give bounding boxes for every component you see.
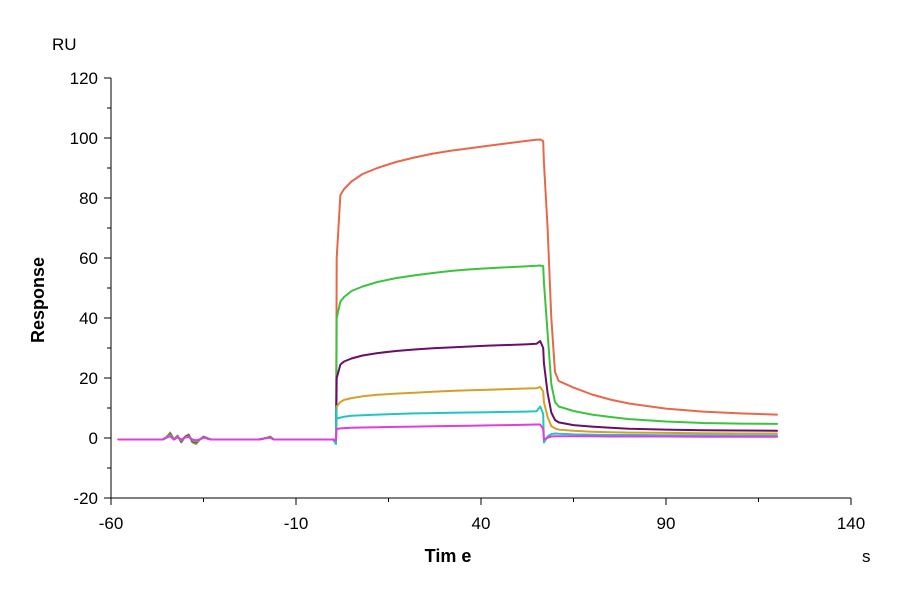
series-line-6 <box>117 423 778 442</box>
y-tick-label: 40 <box>79 309 98 328</box>
series-line-2 <box>117 264 778 445</box>
x-unit-label: s <box>862 547 871 566</box>
x-tick-label: 40 <box>472 514 491 533</box>
series-line-4 <box>117 386 778 444</box>
y-tick-label: 60 <box>79 249 98 268</box>
series-group <box>117 138 778 445</box>
x-axis-title: Tim e <box>425 546 472 566</box>
x-tick-label: 90 <box>657 514 676 533</box>
series-line-1 <box>117 138 778 445</box>
y-tick-label: 0 <box>89 429 98 448</box>
y-unit-label: RU <box>52 35 77 54</box>
y-tick-label: 20 <box>79 369 98 388</box>
x-tick-label: 140 <box>837 514 865 533</box>
y-axis-title: Response <box>28 257 48 343</box>
y-tick-label: 100 <box>70 129 98 148</box>
x-tick-label: -60 <box>99 514 124 533</box>
y-tick-label: 120 <box>70 69 98 88</box>
x-ticks: -60 -10 40 90 140 <box>99 498 865 533</box>
x-tick-label: -10 <box>284 514 309 533</box>
y-ticks: -20 0 20 40 60 80 100 120 <box>70 69 111 508</box>
y-tick-label: -20 <box>73 489 98 508</box>
y-tick-label: 80 <box>79 189 98 208</box>
